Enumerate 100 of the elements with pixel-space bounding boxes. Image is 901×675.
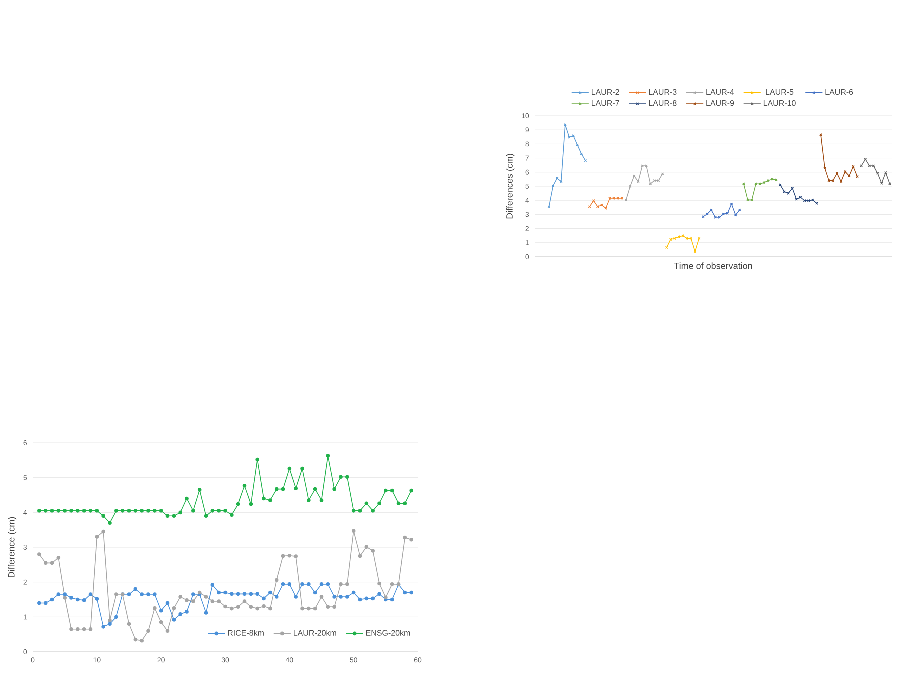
point bbox=[645, 164, 648, 168]
point bbox=[300, 582, 304, 586]
point bbox=[159, 608, 164, 613]
point bbox=[146, 592, 150, 596]
point bbox=[172, 606, 176, 610]
point bbox=[204, 595, 208, 599]
point bbox=[608, 197, 612, 200]
point bbox=[320, 498, 324, 502]
point bbox=[762, 181, 766, 184]
point bbox=[568, 136, 571, 139]
point bbox=[307, 498, 311, 502]
point bbox=[307, 606, 311, 611]
point bbox=[332, 595, 336, 599]
point bbox=[185, 598, 189, 602]
point bbox=[50, 509, 54, 513]
point bbox=[268, 590, 272, 595]
point bbox=[403, 502, 408, 506]
point bbox=[332, 487, 336, 492]
point bbox=[44, 509, 48, 513]
point bbox=[320, 595, 324, 599]
point bbox=[754, 182, 758, 186]
point bbox=[320, 582, 324, 586]
point bbox=[102, 530, 106, 534]
legend-label: LAUR-20km bbox=[294, 630, 336, 636]
point bbox=[50, 598, 54, 602]
point bbox=[114, 615, 118, 620]
point bbox=[384, 488, 388, 493]
point bbox=[262, 604, 266, 608]
point bbox=[288, 554, 292, 558]
point bbox=[166, 629, 170, 633]
point bbox=[339, 595, 343, 599]
point bbox=[378, 582, 382, 586]
point bbox=[134, 587, 138, 592]
point bbox=[95, 597, 100, 601]
point bbox=[140, 638, 144, 643]
point bbox=[230, 592, 234, 596]
point bbox=[390, 598, 394, 602]
point bbox=[256, 458, 260, 462]
point bbox=[371, 549, 375, 553]
point bbox=[63, 592, 67, 596]
point bbox=[294, 554, 298, 558]
point bbox=[758, 182, 762, 186]
point bbox=[249, 592, 254, 596]
point bbox=[352, 509, 356, 513]
point bbox=[410, 590, 414, 595]
point bbox=[410, 538, 414, 542]
point bbox=[192, 509, 196, 513]
point bbox=[682, 234, 685, 238]
point bbox=[70, 596, 74, 600]
point bbox=[346, 582, 350, 586]
point bbox=[787, 192, 790, 196]
point bbox=[217, 590, 221, 595]
point bbox=[56, 592, 61, 596]
point bbox=[332, 605, 336, 609]
point bbox=[346, 475, 350, 480]
point bbox=[390, 582, 394, 586]
legend-label: LAUR-10 bbox=[764, 100, 796, 106]
legend-label: LAUR-7 bbox=[592, 100, 620, 106]
point bbox=[224, 509, 228, 513]
point bbox=[120, 509, 125, 513]
point bbox=[358, 598, 362, 602]
legend-label: LAUR-8 bbox=[649, 100, 677, 106]
point bbox=[256, 592, 260, 596]
point bbox=[166, 601, 170, 606]
point bbox=[134, 509, 138, 513]
point bbox=[210, 509, 215, 513]
point bbox=[210, 583, 215, 588]
x-axis-title: Time of observation bbox=[674, 262, 752, 270]
point bbox=[560, 180, 563, 184]
point bbox=[403, 590, 408, 595]
point bbox=[44, 601, 48, 606]
point bbox=[288, 466, 292, 471]
point bbox=[82, 598, 86, 602]
point bbox=[95, 509, 100, 513]
point bbox=[204, 514, 208, 518]
point bbox=[864, 158, 868, 161]
point bbox=[294, 595, 298, 599]
point bbox=[313, 606, 318, 611]
point bbox=[127, 622, 132, 626]
point bbox=[552, 184, 555, 188]
point bbox=[307, 582, 311, 586]
point bbox=[828, 179, 831, 182]
point bbox=[134, 638, 138, 642]
y-axis-title: Differences (cm) bbox=[506, 154, 515, 219]
point bbox=[140, 592, 144, 596]
point bbox=[236, 502, 240, 506]
point bbox=[146, 509, 150, 513]
point bbox=[88, 627, 93, 632]
point bbox=[653, 179, 656, 182]
point bbox=[326, 582, 330, 586]
point bbox=[114, 509, 118, 513]
point bbox=[274, 487, 279, 492]
point bbox=[224, 604, 228, 609]
point bbox=[564, 124, 567, 126]
point bbox=[82, 509, 86, 513]
point bbox=[371, 509, 375, 513]
point bbox=[153, 606, 157, 610]
point bbox=[236, 592, 240, 596]
point bbox=[807, 199, 810, 202]
point bbox=[832, 179, 835, 182]
